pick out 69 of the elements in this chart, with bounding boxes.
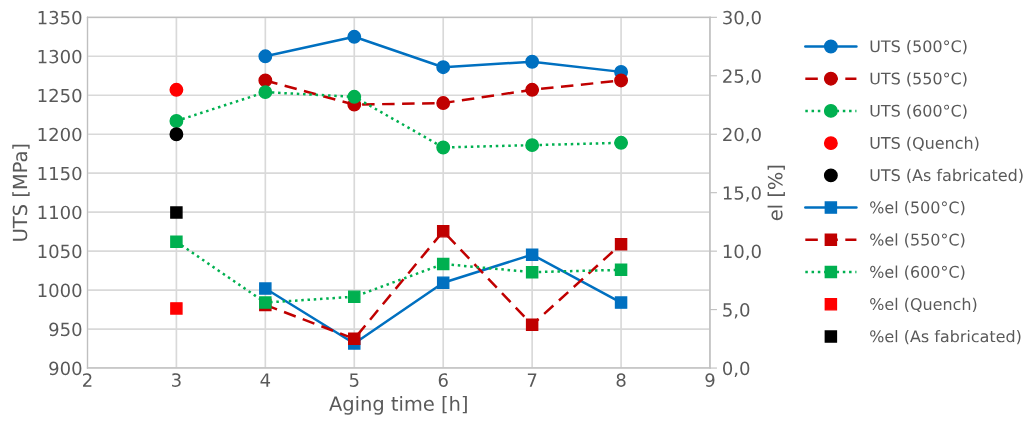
point — [614, 263, 628, 277]
point — [525, 248, 539, 261]
legend-label: %el (600°C) — [870, 265, 965, 280]
y2-tick-label: 10,0 — [723, 244, 761, 261]
point — [436, 225, 450, 238]
point — [614, 237, 628, 251]
point — [170, 235, 183, 249]
point — [348, 290, 361, 303]
point — [170, 206, 183, 219]
point — [347, 29, 362, 44]
point — [436, 140, 451, 155]
y-tick-label: 1050 — [38, 244, 82, 259]
y-tick-label: 1300 — [38, 49, 82, 64]
x-tick-label: 5 — [349, 373, 359, 387]
point — [525, 82, 540, 97]
legend-label: UTS (600°C) — [870, 104, 967, 119]
y2-tick-label: 25,0 — [723, 69, 761, 85]
legend-label: %el (Quench) — [870, 297, 977, 312]
point — [614, 135, 629, 150]
point — [169, 82, 184, 97]
point — [259, 282, 272, 295]
x-tick-label: 9 — [705, 373, 715, 387]
point — [436, 96, 451, 110]
y2-tick-label: 15,0 — [723, 186, 761, 202]
y-tick-label: 1100 — [38, 205, 82, 220]
y-tick-label: 1150 — [38, 166, 82, 181]
point — [525, 318, 539, 332]
y-tick-label: 1000 — [38, 283, 82, 298]
x-axis-title: Aging time [h] — [329, 395, 467, 415]
y-tick-label: 900 — [49, 361, 82, 376]
legend-label: %el (As fabricated) — [870, 329, 1021, 345]
y2-tick-label: 30,0 — [723, 10, 761, 27]
point — [348, 332, 361, 346]
point — [614, 296, 628, 309]
point — [169, 127, 184, 142]
x-tick-label: 2 — [83, 373, 92, 387]
point — [258, 85, 273, 100]
x-tick-label: 3 — [172, 373, 181, 387]
y-tick-label: 1250 — [38, 88, 82, 103]
legend-label: %el (550°C) — [870, 233, 965, 248]
point — [436, 257, 450, 271]
y2-tick-label: 0,0 — [723, 361, 750, 378]
x-tick-label: 6 — [438, 373, 448, 387]
y2-tick-label: 5,0 — [723, 303, 750, 319]
point — [258, 49, 273, 64]
point — [436, 60, 451, 75]
point — [169, 114, 184, 128]
legend-label: %el (500°C) — [870, 201, 965, 216]
point — [525, 54, 540, 69]
x-tick-label: 4 — [260, 373, 271, 387]
y-tick-label: 1350 — [38, 10, 82, 25]
point — [525, 265, 539, 279]
legend-label: UTS (500°C) — [870, 39, 967, 55]
x-tick-label: 8 — [616, 373, 626, 387]
legend-label: UTS (Quench) — [870, 136, 979, 151]
x-tick-label: 7 — [527, 373, 537, 387]
y2-tick-label: 20,0 — [723, 127, 761, 144]
point — [436, 276, 450, 289]
point — [525, 138, 540, 153]
point — [347, 89, 362, 104]
legend-label: UTS (550°C) — [870, 72, 967, 87]
point — [614, 73, 629, 88]
legend-label: UTS (As fabricated) — [870, 168, 1023, 184]
y-tick-label: 950 — [49, 322, 82, 337]
y2-axis-title: el [%] — [767, 165, 785, 221]
y-axis-title: UTS [MPa] — [12, 144, 30, 241]
point — [170, 302, 183, 315]
point — [258, 73, 273, 88]
y-tick-label: 1200 — [38, 127, 82, 142]
